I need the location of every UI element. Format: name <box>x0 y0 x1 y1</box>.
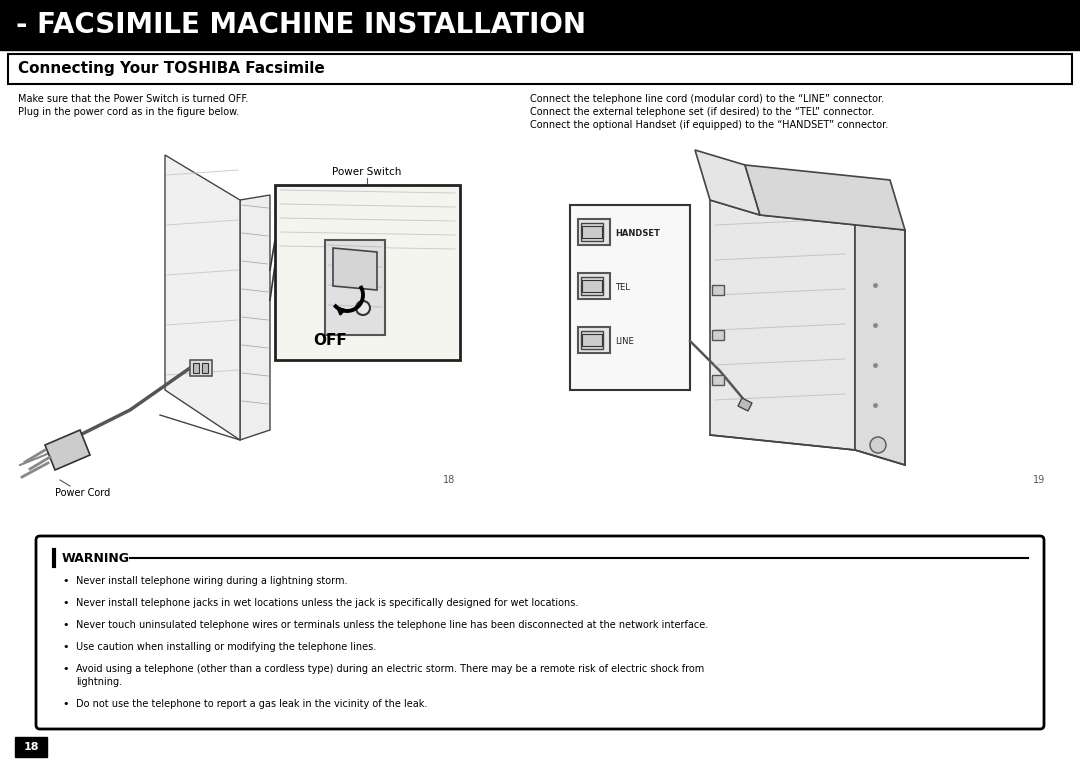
Text: LINE: LINE <box>615 336 634 346</box>
Text: Power Cord: Power Cord <box>55 488 110 498</box>
Bar <box>581 223 603 241</box>
Text: Do not use the telephone to report a gas leak in the vicinity of the leak.: Do not use the telephone to report a gas… <box>76 699 428 709</box>
Bar <box>8 54 1072 84</box>
Text: •: • <box>62 664 68 674</box>
Circle shape <box>356 301 370 315</box>
Polygon shape <box>45 430 90 470</box>
Text: lightning.: lightning. <box>76 677 122 687</box>
Text: OFF: OFF <box>313 333 347 348</box>
Bar <box>578 273 610 299</box>
Bar <box>193 363 199 373</box>
Text: Power Switch: Power Switch <box>333 167 402 177</box>
Text: Never install telephone wiring during a lightning storm.: Never install telephone wiring during a … <box>76 576 348 586</box>
Text: •: • <box>62 642 68 652</box>
Bar <box>581 331 603 349</box>
Bar <box>578 327 610 353</box>
Text: Use caution when installing or modifying the telephone lines.: Use caution when installing or modifying… <box>76 642 376 652</box>
Text: Make sure that the Power Switch is turned OFF.: Make sure that the Power Switch is turne… <box>18 94 248 104</box>
Text: •: • <box>62 699 68 709</box>
Text: 18: 18 <box>24 742 39 752</box>
Text: •: • <box>62 620 68 630</box>
Text: WARNING: WARNING <box>62 552 130 565</box>
Text: Connecting Your TOSHIBA Facsimile: Connecting Your TOSHIBA Facsimile <box>18 62 325 76</box>
Text: Never install telephone jacks in wet locations unless the jack is specifically d: Never install telephone jacks in wet loc… <box>76 598 579 608</box>
Bar <box>190 360 212 376</box>
FancyBboxPatch shape <box>36 536 1044 729</box>
Bar <box>712 330 724 340</box>
Polygon shape <box>165 155 240 440</box>
Polygon shape <box>738 398 752 411</box>
Text: Plug in the power cord as in the figure below.: Plug in the power cord as in the figure … <box>18 107 240 117</box>
Bar <box>712 375 724 385</box>
Polygon shape <box>710 200 855 450</box>
Circle shape <box>870 437 886 453</box>
Text: HANDSET: HANDSET <box>615 228 660 237</box>
Bar <box>15 737 48 757</box>
Polygon shape <box>240 195 270 440</box>
Text: Connect the optional Handset (if equipped) to the “HANDSET” connector.: Connect the optional Handset (if equippe… <box>530 120 888 130</box>
Polygon shape <box>710 200 905 230</box>
Polygon shape <box>696 150 760 215</box>
Bar <box>570 205 690 390</box>
Text: Connect the telephone line cord (modular cord) to the “LINE” connector.: Connect the telephone line cord (modular… <box>530 94 885 104</box>
Bar <box>582 280 602 292</box>
Bar <box>0 0 1080 50</box>
Polygon shape <box>745 165 905 230</box>
Text: 19: 19 <box>1032 475 1045 485</box>
Text: Never touch uninsulated telephone wires or terminals unless the telephone line h: Never touch uninsulated telephone wires … <box>76 620 708 630</box>
Text: TEL: TEL <box>615 282 630 291</box>
Bar <box>582 334 602 346</box>
Bar <box>578 219 610 245</box>
Bar <box>582 226 602 238</box>
Polygon shape <box>333 248 377 290</box>
Text: Avoid using a telephone (other than a cordless type) during an electric storm. T: Avoid using a telephone (other than a co… <box>76 664 704 674</box>
Bar <box>325 240 384 335</box>
Bar <box>581 277 603 295</box>
Text: - FACSIMILE MACHINE INSTALLATION: - FACSIMILE MACHINE INSTALLATION <box>16 11 586 39</box>
Bar <box>712 285 724 295</box>
Text: •: • <box>62 576 68 586</box>
Polygon shape <box>855 215 905 465</box>
Text: Connect the external telephone set (if desired) to the “TEL” connector.: Connect the external telephone set (if d… <box>530 107 874 117</box>
Text: 18: 18 <box>443 475 455 485</box>
Bar <box>202 363 208 373</box>
Bar <box>275 185 460 360</box>
Text: •: • <box>62 598 68 608</box>
